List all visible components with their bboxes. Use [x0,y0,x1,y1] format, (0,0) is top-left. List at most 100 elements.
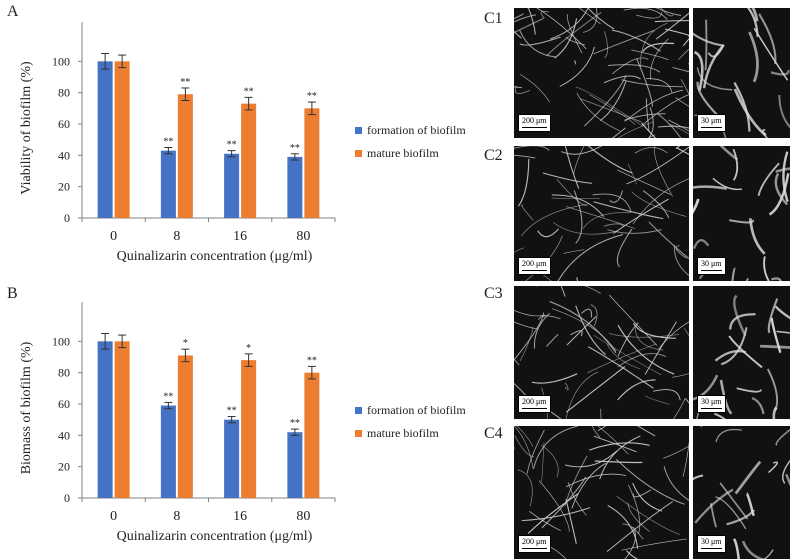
bar-mature-8 [177,355,193,498]
bar-formation-80 [287,156,303,218]
significance-label: ** [290,143,300,154]
significance-label: ** [244,86,254,97]
scale-bar-left: 200 μm [518,395,551,413]
scale-bar-label: 200 μm [522,537,547,546]
sem-image-c4-left: 200 μm [514,426,689,559]
legend-label-mature: mature biofilm [367,426,439,440]
scale-bar-right: 30 μm [697,114,726,132]
sem-image-c3-right: 30 μm [693,286,790,419]
x-tick-label: 0 [110,229,117,244]
significance-label: ** [307,91,317,102]
y-tick-label: 100 [52,334,70,348]
scale-bar-right: 30 μm [697,395,726,413]
y-tick-label: 0 [64,211,70,225]
y-tick-label: 0 [64,491,70,505]
panel-label-c2: C2 [484,147,503,164]
y-tick-label: 100 [52,54,70,68]
bar-mature-80 [304,108,320,218]
scale-bar-label: 30 μm [701,397,722,406]
bar-formation-8 [160,405,176,498]
bar-formation-16 [224,419,240,498]
scale-bar-line [522,548,547,549]
scale-bar-line [522,270,547,271]
legend-swatch-formation [355,127,362,134]
fiber-texture [514,286,689,419]
panel-label-b: B [7,285,18,302]
scale-bar-left: 200 μm [518,114,551,132]
legend-label-mature: mature biofilm [367,146,439,160]
x-axis-title: Quinalizarin concentration (μg/ml) [117,249,313,264]
significance-label: ** [227,406,237,417]
y-tick-label: 80 [58,86,70,100]
scale-bar-right: 30 μm [697,257,726,275]
scale-bar-line [701,127,722,128]
panel-label-c1: C1 [484,10,503,27]
y-tick-label: 80 [58,366,70,380]
bar-mature-0 [114,341,130,498]
significance-label: ** [163,391,173,402]
panel-label-c4: C4 [484,425,503,442]
bar-mature-80 [304,372,320,498]
legend-swatch-mature [355,150,362,157]
scale-bar-left: 200 μm [518,535,551,553]
scale-bar-label: 200 μm [522,116,547,125]
scale-bar-line [522,408,547,409]
significance-label: ** [180,77,190,88]
fiber-texture [693,426,790,559]
y-tick-label: 60 [58,397,70,411]
x-tick-label: 80 [296,509,310,524]
bar-formation-0 [97,341,113,498]
bar-mature-8 [177,94,193,218]
x-tick-label: 16 [233,509,247,524]
bar-mature-0 [114,61,130,219]
scale-bar-right: 30 μm [697,535,726,553]
chart-b-biomass: 0204060801000***8***16****80Quinalizarin… [19,302,466,544]
chart-a-viability: 0 20 40 60 80 100 0 ** ** 8 ** ** 16 ** ** 80 Quinalizar… [19,22,466,264]
y-tick-label: 40 [58,428,70,442]
significance-label: * [246,343,251,354]
x-axis-title: Quinalizarin concentration (μg/ml) [117,529,313,544]
y-axis-title: Biomass of biofilm (%) [19,341,34,474]
y-tick-label: 20 [58,180,70,194]
significance-label: ** [227,140,237,151]
bar-formation-8 [160,150,176,218]
legend-label-formation: formation of biofilm [367,123,466,137]
y-axis-title: Viability of biofilm (%) [19,61,34,195]
bar-formation-0 [97,61,113,219]
x-tick-label: 80 [296,229,310,244]
x-tick-label: 0 [110,509,117,524]
scale-bar-label: 30 μm [701,116,722,125]
scale-bar-left: 200 μm [518,257,551,275]
sem-image-c1-left: 200 μm [514,8,689,138]
scale-bar-label: 30 μm [701,259,722,268]
bar-formation-80 [287,432,303,498]
fiber-texture [514,8,689,138]
scale-bar-label: 30 μm [701,537,722,546]
panel-label-c3: C3 [484,285,503,302]
significance-label: ** [290,418,300,429]
y-tick-label: 40 [58,148,70,162]
significance-label: ** [163,137,173,148]
legend-label-formation: formation of biofilm [367,403,466,417]
legend-swatch-formation [355,407,362,414]
scale-bar-label: 200 μm [522,397,547,406]
y-tick-label: 20 [58,460,70,474]
sem-image-c2-right: 30 μm [693,146,790,281]
significance-label: ** [307,355,317,366]
scale-bar-label: 200 μm [522,259,547,268]
sem-image-c3-left: 200 μm [514,286,689,419]
legend-swatch-mature [355,430,362,437]
panel-label-a: A [7,3,19,20]
x-tick-label: 8 [173,229,180,244]
bar-formation-16 [224,153,240,218]
x-tick-label: 8 [173,509,180,524]
sem-image-c2-left: 200 μm [514,146,689,281]
y-tick-label: 60 [58,117,70,131]
scale-bar-line [701,270,722,271]
x-tick-label: 16 [233,229,247,244]
significance-label: * [183,338,188,349]
sem-image-c1-right: 30 μm [693,8,790,138]
scale-bar-line [701,548,722,549]
fiber-texture [514,146,689,281]
bar-mature-16 [241,360,257,498]
